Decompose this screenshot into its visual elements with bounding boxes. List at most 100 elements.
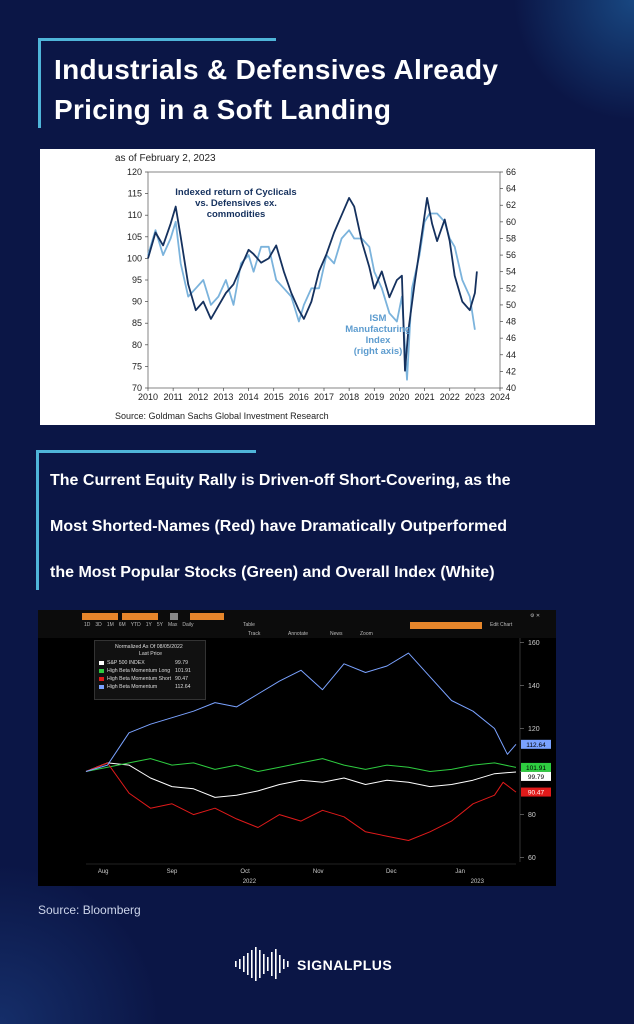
chart2-x-month-label: Sep xyxy=(167,869,178,875)
chart1-annotation-ism: ISM xyxy=(370,313,387,324)
zoom-tool[interactable]: Zoom xyxy=(360,631,373,637)
waveform-bar xyxy=(251,950,253,978)
period-buttons[interactable]: 1D 3D 1M 6M YTD 1Y 5Y Max Daily xyxy=(84,622,199,628)
chart1-y-right-tick-label: 64 xyxy=(506,184,516,194)
footer-source: Source: Bloomberg xyxy=(38,903,141,917)
waveform-bar xyxy=(235,961,237,967)
subheading-accent-bar-left xyxy=(36,450,39,590)
period-button[interactable]: 1D xyxy=(84,622,91,628)
chart2-last-price-label: 101.91 xyxy=(526,765,546,772)
annotate-tool[interactable]: Annotate xyxy=(288,631,309,637)
legend-row: High Beta Momentum 112.64 xyxy=(99,684,190,690)
toolbar-chip[interactable] xyxy=(82,613,118,620)
toolbar-chip[interactable] xyxy=(170,613,178,620)
bloomberg-legend: Normalized As Of 08/05/2022 Last Price S… xyxy=(94,640,206,700)
waveform-bar xyxy=(267,957,269,971)
waveform-bar xyxy=(271,952,273,976)
news-tool[interactable]: News xyxy=(330,631,343,637)
chart2-series-line xyxy=(85,758,517,772)
legend-last-price: 90.47 xyxy=(175,676,188,682)
chart1-y-left-tick-label: 105 xyxy=(127,232,142,242)
chart1-series-ism xyxy=(147,212,476,381)
waveform-bar xyxy=(247,953,249,975)
chart1-y-right-tick-label: 54 xyxy=(506,267,516,277)
chart1-y-left-tick-label: 85 xyxy=(132,318,142,328)
legend-series-name: High Beta Momentum xyxy=(107,684,158,690)
chart1-y-right-tick-label: 44 xyxy=(506,350,516,360)
chart2-x-month-label: Aug xyxy=(98,869,109,875)
chart1-x-tick-label: 2019 xyxy=(364,392,384,402)
chart1-source: Source: Goldman Sachs Global Investment … xyxy=(115,411,329,421)
chart1-x-tick-label: 2011 xyxy=(163,392,182,402)
title-accent-bar-left xyxy=(38,38,41,128)
table-label[interactable]: Table xyxy=(243,622,255,628)
chart2-last-price-label: 99.79 xyxy=(528,774,545,781)
legend-last-price: 99.79 xyxy=(175,660,188,666)
legend-row: High Beta Momentum Short 90.47 xyxy=(99,676,188,682)
track-tool[interactable]: Track xyxy=(248,631,261,637)
period-button[interactable]: 5Y xyxy=(156,622,163,628)
chart1-x-tick-label: 2018 xyxy=(339,392,359,402)
chart1-y-left-tick-label: 115 xyxy=(128,189,142,199)
chart2-x-month-label: Dec xyxy=(386,869,397,875)
chart1-y-right-tick-label: 58 xyxy=(506,233,516,243)
waveform-bar xyxy=(255,947,257,981)
chart1-y-left-tick-label: 80 xyxy=(132,340,142,350)
chart1-x-tick-label: 2020 xyxy=(389,392,409,402)
legend-series-name: High Beta Momentum Short xyxy=(107,676,172,682)
waveform-bar xyxy=(243,956,245,972)
chart1-x-tick-label: 2014 xyxy=(239,392,259,402)
period-button[interactable]: 3D xyxy=(95,622,102,628)
period-button[interactable]: Daily xyxy=(182,622,194,628)
chart1-y-right-tick-label: 42 xyxy=(506,366,516,376)
chart1-x-tick-label: 2024 xyxy=(490,392,510,402)
toolbar-icons[interactable]: ⚙ ✕ xyxy=(530,613,541,619)
period-button[interactable]: 6M xyxy=(118,622,126,628)
edit-chart-button[interactable]: Edit Chart xyxy=(490,622,513,628)
toolbar-chip[interactable] xyxy=(122,613,158,620)
period-button[interactable]: Max xyxy=(167,622,178,628)
chart2-y-tick-label: 80 xyxy=(528,812,536,819)
chart2-x-month-label: Oct xyxy=(240,869,250,875)
chart1-as-of-note: as of February 2, 2023 xyxy=(115,153,216,164)
chart1-x-tick-label: 2017 xyxy=(314,392,334,402)
chart1-y-left-tick-label: 120 xyxy=(127,167,142,177)
chart1-y-right-tick-label: 48 xyxy=(506,317,516,327)
chart1-svg: 2010 2011 2012 2013 2014 2015 2016 2017 2018 2019… xyxy=(127,167,516,402)
subheading-block: The Current Equity Rally is Driven-off S… xyxy=(36,450,606,590)
chart1-y-right-tick-label: 40 xyxy=(506,383,516,393)
title-line-2: Pricing in a Soft Landing xyxy=(54,94,392,125)
waveform-icon xyxy=(235,947,289,981)
brand-name: SIGNALPLUS xyxy=(297,957,393,973)
chart1-y-left-tick-label: 90 xyxy=(132,297,142,307)
chart1-y-right-tick-label: 62 xyxy=(506,200,516,210)
chart1-y-left-tick-label: 110 xyxy=(128,210,142,220)
waveform-bar xyxy=(287,961,289,967)
period-button[interactable]: YTD xyxy=(130,622,141,628)
toolbar-chip[interactable] xyxy=(190,613,224,620)
chart1-y-right-tick-label: 50 xyxy=(506,300,516,310)
chart1-x-tick-label: 2010 xyxy=(138,392,158,402)
chart2-y-tick-label: 140 xyxy=(528,683,540,690)
goldman-chart-panel: as of February 2, 2023 2010 2011 2012 2013 2… xyxy=(40,149,595,425)
chart1-y-left-tick-label: 70 xyxy=(132,383,142,393)
page-title: Industrials & Defensives Already Pricing… xyxy=(54,50,498,130)
toolbar-input[interactable] xyxy=(410,622,482,629)
period-button[interactable]: 1M xyxy=(106,622,114,628)
chart1-annotation-ism: Manufacturing xyxy=(345,324,411,335)
chart2-x-year-label: 2022 xyxy=(243,879,257,885)
chart2-last-price-label: 90.47 xyxy=(528,790,545,797)
subheading-accent-bar xyxy=(36,450,256,453)
title-line-1: Industrials & Defensives Already xyxy=(54,54,499,85)
legend-swatch xyxy=(99,684,104,689)
period-button[interactable]: 1Y xyxy=(145,622,152,628)
chart2-y-tick-label: 60 xyxy=(528,855,536,862)
chart2-x-year-label: 2023 xyxy=(471,879,485,885)
chart1-y-right-tick-label: 56 xyxy=(506,250,516,260)
subheading-line-1: The Current Equity Rally is Driven-off S… xyxy=(50,472,511,489)
chart2-x-month-label: Jan xyxy=(455,869,465,875)
chart1-annotation-cyclicals: commodities xyxy=(207,209,266,220)
legend-swatch xyxy=(99,660,104,665)
chart1-x-tick-label: 2016 xyxy=(289,392,309,402)
chart1-annotation-ism: (right axis) xyxy=(354,346,403,357)
